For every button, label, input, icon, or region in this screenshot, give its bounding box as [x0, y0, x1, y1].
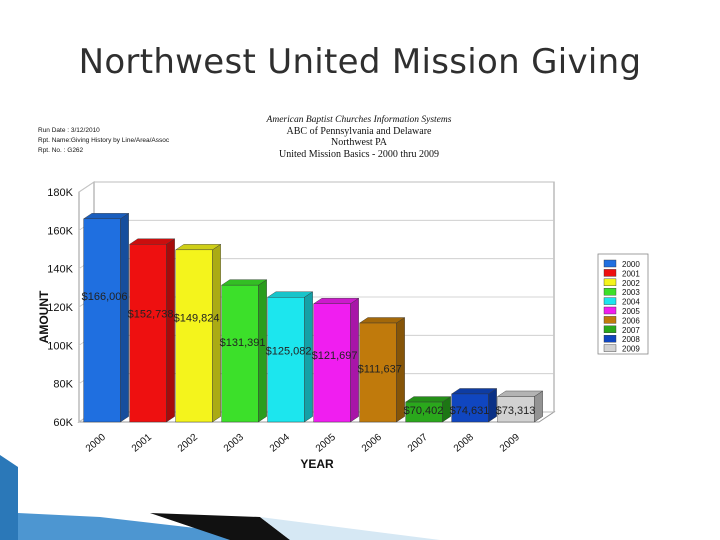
y-axis-label: AMOUNT — [37, 290, 51, 343]
y-tick-label: 180K — [47, 187, 73, 199]
data-label: $166,006 — [82, 291, 128, 303]
bar-2001 — [128, 238, 176, 423]
report-system: American Baptist Churches Information Sy… — [266, 114, 452, 125]
legend-label: 2000 — [622, 260, 640, 269]
x-tick-label: 2002 — [176, 432, 200, 455]
legend-swatch — [603, 306, 617, 315]
legend-swatch — [603, 334, 617, 343]
grid-line — [78, 181, 554, 193]
giving-chart: Run Date : 3/12/2010 Rpt. Name:Giving Hi… — [37, 114, 649, 471]
legend-swatch — [603, 278, 617, 287]
data-label: $149,824 — [174, 312, 220, 324]
bar-2005 — [312, 297, 360, 423]
legend-swatch — [603, 259, 617, 268]
run-date-text: Run Date : 3/12/2010 — [38, 127, 100, 134]
data-label: $111,637 — [358, 364, 402, 376]
bar-2008 — [450, 388, 498, 423]
legend-swatch — [603, 325, 617, 334]
x-tick-label: 2009 — [498, 432, 522, 455]
legend-swatch — [603, 316, 617, 324]
x-tick-label: 2000 — [84, 432, 108, 455]
y-tick-label: 140K — [47, 264, 73, 276]
legend-swatch — [603, 297, 617, 305]
bars — [82, 212, 544, 423]
y-axis-ticks: 60K 80K 100K 120K 140K 160K 180K — [47, 187, 73, 429]
x-tick-label: 2005 — [314, 432, 338, 455]
data-label: $152,738 — [128, 309, 174, 321]
legend-label: 2007 — [622, 326, 640, 335]
rpt-name-text: Rpt. Name:Giving History by Line/Area/As… — [38, 137, 170, 144]
data-label: $70,402 — [404, 405, 444, 417]
x-tick-label: 2008 — [452, 432, 476, 455]
legend-swatch — [603, 344, 617, 352]
legend-label: 2003 — [622, 288, 640, 297]
report-org: ABC of Pennsylvania and Delaware — [287, 126, 433, 137]
legend-swatch — [603, 269, 617, 277]
bar-2009 — [496, 390, 544, 423]
legend-label: 2008 — [622, 335, 640, 344]
legend-label: 2002 — [622, 279, 640, 288]
bar-2006 — [358, 317, 406, 423]
bar-2002 — [174, 243, 222, 423]
data-label: $131,391 — [220, 337, 266, 349]
slide-decoration — [0, 455, 440, 540]
y-tick-label: 60K — [53, 417, 73, 429]
data-label: $121,697 — [312, 350, 358, 362]
legend-swatch — [603, 287, 617, 296]
y-tick-label: 100K — [47, 340, 73, 352]
legend-label: 2001 — [622, 269, 640, 278]
legend-label: 2004 — [622, 298, 640, 307]
bar-2003 — [220, 279, 268, 423]
data-label: $125,082 — [266, 346, 312, 358]
legend-label: 2006 — [622, 316, 640, 325]
x-tick-label: 2006 — [360, 432, 384, 455]
data-label: $74,631 — [450, 405, 490, 417]
x-tick-label: 2004 — [268, 432, 292, 455]
bar-2000 — [82, 212, 130, 423]
y-tick-label: 160K — [47, 225, 73, 237]
x-tick-label: 2003 — [222, 432, 246, 455]
data-labels: $166,006$152,738 $149,824 $131,391$125,082… — [82, 291, 536, 417]
data-label: $73,313 — [496, 405, 536, 417]
rpt-no-text: Rpt. No. : G262 — [38, 147, 84, 154]
y-tick-label: 120K — [47, 302, 73, 314]
x-tick-label: 2001 — [130, 432, 154, 455]
x-tick-label: 2007 — [406, 432, 430, 455]
y-tick-label: 80K — [53, 379, 73, 391]
legend-label: 2005 — [622, 307, 640, 316]
legend-label: 2009 — [622, 345, 640, 354]
slide-title: Northwest United Mission Giving — [78, 42, 642, 82]
report-region: Northwest PA — [331, 137, 388, 148]
x-axis-label: YEAR — [300, 457, 334, 471]
report-subtitle: United Mission Basics - 2000 thru 2009 — [279, 149, 439, 160]
x-axis-ticks: 2000 2001 2002 2003 2004 2005 2006 2007 2008 2009 — [84, 432, 522, 455]
bar-2007 — [404, 396, 452, 423]
bar-2004 — [266, 291, 314, 423]
